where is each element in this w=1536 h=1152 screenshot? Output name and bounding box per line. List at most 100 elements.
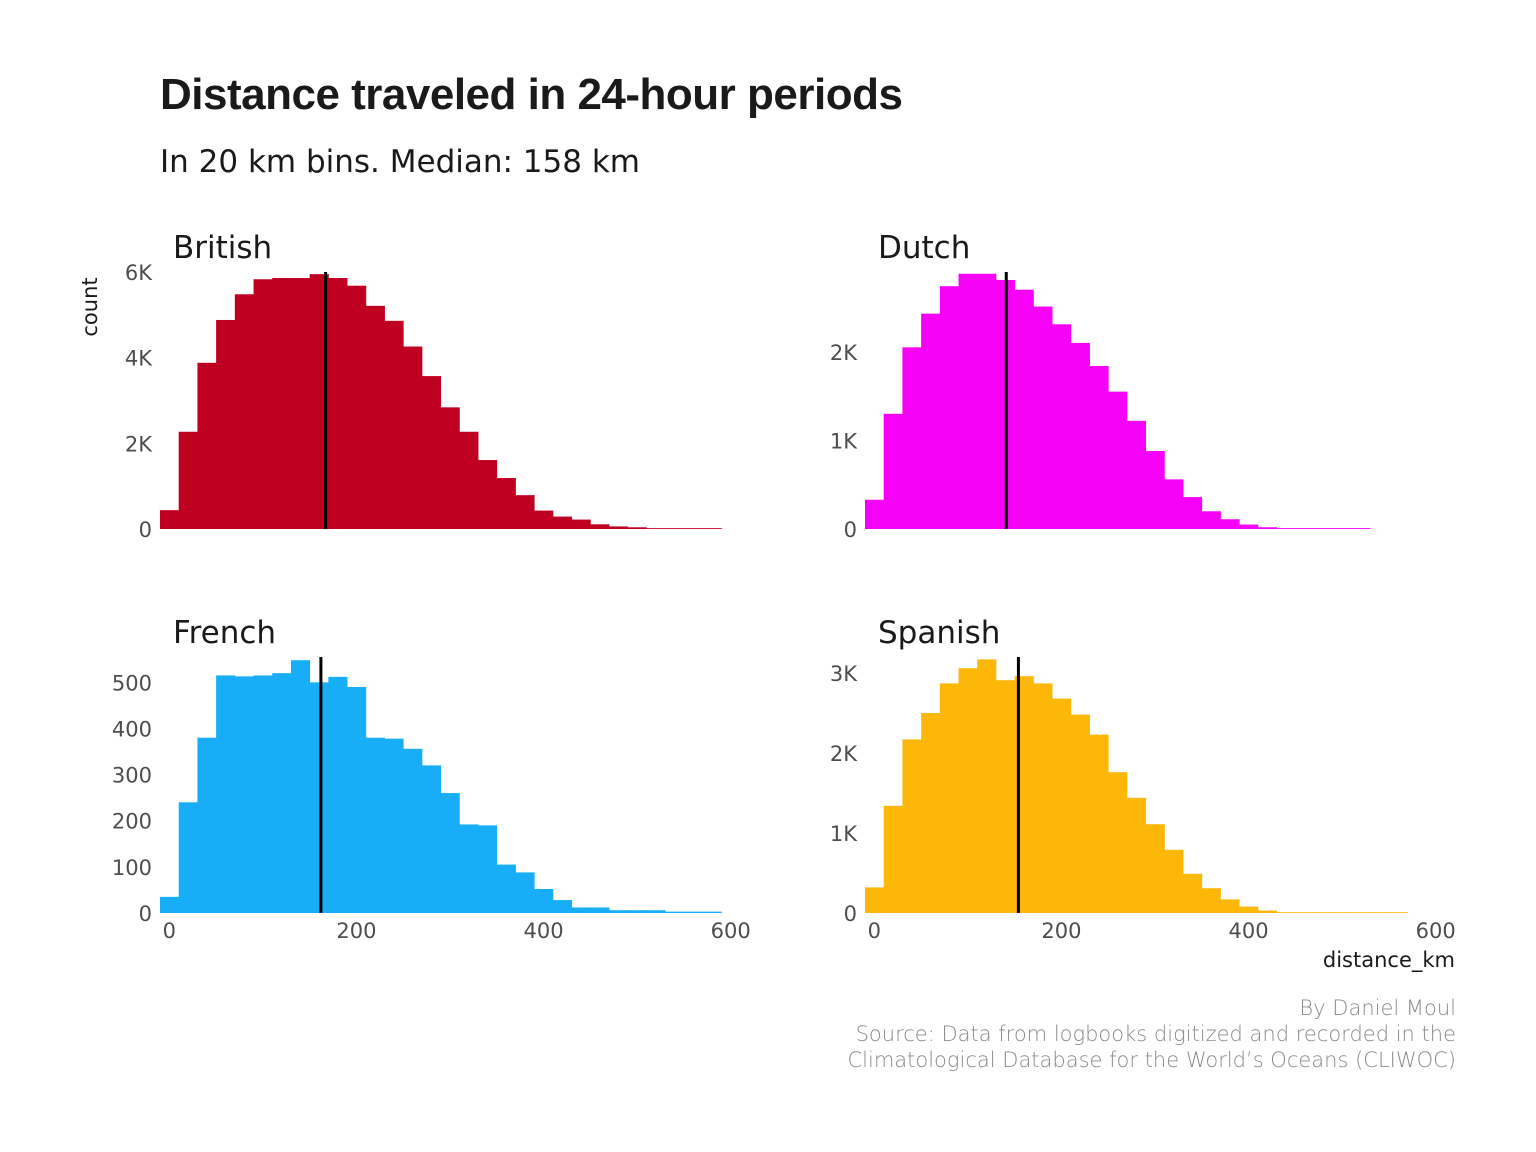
bar-dutch [865, 499, 885, 529]
bar-british [665, 528, 685, 529]
bar-french [609, 910, 629, 913]
x-tick-label-spanish: 200 [1041, 919, 1081, 943]
bar-dutch [1183, 497, 1203, 529]
bar-french [365, 737, 385, 913]
bar-spanish [1351, 912, 1371, 913]
bar-dutch [902, 347, 922, 529]
bar-dutch [1108, 391, 1128, 529]
bar-dutch [1070, 342, 1090, 529]
bar-british [534, 510, 554, 529]
bar-french [347, 686, 367, 913]
chart-subtitle: In 20 km bins. Median: 158 km [160, 144, 640, 180]
bar-spanish [1070, 714, 1090, 913]
bar-british [590, 524, 610, 529]
y-tick-label-french: 500 [112, 671, 152, 695]
bar-british [403, 346, 423, 529]
bar-british [627, 527, 647, 529]
panel-title-french: French [173, 615, 276, 651]
bar-french [515, 872, 535, 913]
bar-french [253, 675, 273, 913]
bar-french [496, 864, 516, 913]
y-tick-label-british: 0 [139, 518, 152, 542]
bar-dutch [1014, 289, 1034, 529]
bar-spanish [1257, 910, 1278, 913]
bar-spanish [995, 680, 1016, 913]
bar-spanish [1276, 912, 1296, 913]
bar-french [590, 907, 610, 913]
bar-british [234, 294, 254, 529]
bar-british [272, 278, 292, 529]
bar-british [309, 274, 329, 529]
bar-dutch [1126, 420, 1147, 529]
bar-dutch [883, 413, 903, 529]
bar-spanish [958, 668, 978, 913]
y-tick-label-dutch: 0 [844, 518, 857, 542]
bar-dutch [1351, 528, 1371, 529]
bar-british [702, 528, 722, 529]
bar-dutch [1239, 524, 1259, 529]
bar-spanish [883, 805, 903, 913]
bar-spanish [1332, 912, 1352, 913]
bar-british [328, 278, 348, 529]
bar-british [571, 519, 591, 529]
panel-dutch: Dutch 0 1K 2K [830, 230, 1371, 542]
bar-dutch [1052, 324, 1072, 529]
y-tick-label-british: 2K [125, 432, 153, 456]
caption-source-2: Climatological Database for the World’s … [847, 1048, 1456, 1072]
bar-french [309, 682, 329, 913]
bar-spanish [1108, 772, 1128, 913]
bar-spanish [1370, 912, 1390, 913]
bar-spanish [1164, 849, 1184, 913]
bar-french [646, 910, 666, 913]
bar-spanish [865, 887, 885, 913]
panel-title-british: British [173, 230, 272, 266]
bar-dutch [977, 273, 997, 529]
chart-title: Distance traveled in 24-hour periods [160, 70, 903, 119]
bar-french [534, 889, 554, 913]
x-tick-label-french: 400 [524, 919, 564, 943]
bar-british [683, 528, 703, 529]
bar-dutch [1314, 528, 1334, 529]
bar-british [609, 526, 629, 529]
y-tick-label-french: 300 [112, 764, 152, 788]
bar-dutch [1201, 511, 1221, 529]
y-tick-label-british: 6K [125, 261, 153, 285]
y-tick-label-dutch: 2K [830, 341, 858, 365]
bar-spanish [1314, 912, 1334, 913]
bar-french [384, 738, 404, 913]
x-tick-label-french: 0 [163, 919, 176, 943]
bar-british [253, 279, 273, 529]
x-tick-label-spanish: 0 [868, 919, 881, 943]
bar-french [552, 900, 573, 913]
panel-french: French 0 100 200 300 400 500 0 200 400 600 [112, 615, 751, 943]
bar-british [216, 319, 236, 529]
bar-british [384, 320, 404, 529]
bar-french [440, 793, 460, 913]
bar-dutch [921, 313, 941, 529]
bar-french [571, 907, 591, 913]
bar-spanish [1201, 888, 1221, 913]
bar-french [478, 825, 498, 913]
bar-french [234, 676, 254, 913]
bar-british [365, 305, 385, 529]
bar-british [552, 516, 573, 529]
bar-british [646, 528, 666, 529]
bar-spanish [1033, 683, 1053, 913]
bar-french [160, 896, 180, 913]
bar-spanish [1089, 734, 1109, 913]
bar-british [347, 285, 367, 529]
bar-french [197, 737, 217, 913]
panel-british: British 0 2K 4K 6K count [78, 230, 722, 542]
bar-british [478, 460, 498, 529]
bar-british [290, 278, 311, 529]
y-tick-label-spanish: 3K [830, 662, 858, 686]
bar-dutch [958, 273, 978, 529]
bar-dutch [1295, 528, 1315, 529]
y-tick-label-french: 200 [112, 810, 152, 834]
bar-french [459, 824, 479, 913]
bar-french [683, 911, 703, 913]
bar-dutch [1145, 451, 1165, 529]
bar-british [459, 431, 479, 529]
bar-dutch [1257, 527, 1278, 529]
